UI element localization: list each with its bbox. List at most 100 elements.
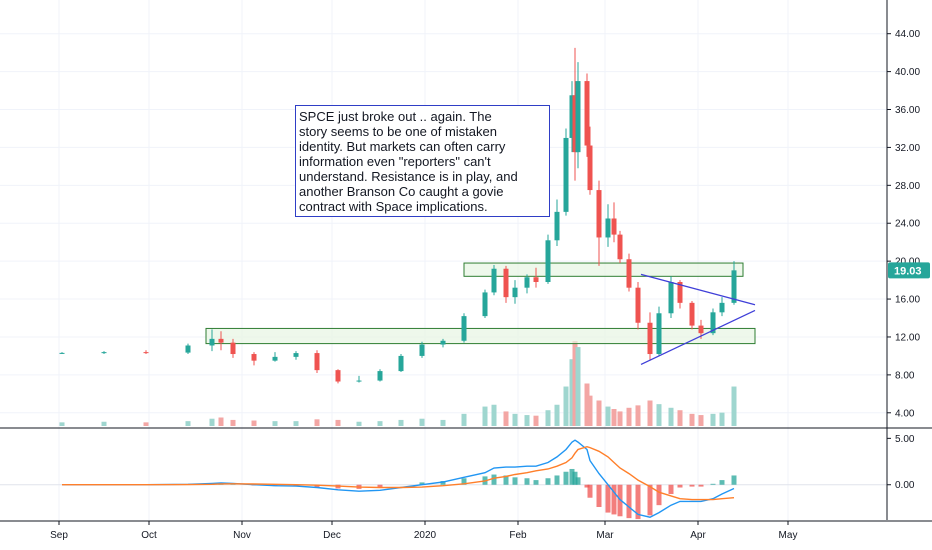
volume-bar (563, 386, 569, 426)
signal-line (62, 445, 735, 501)
macd-histogram-bar (512, 477, 518, 485)
candle-body (569, 95, 575, 138)
macd-histogram-bar (314, 484, 320, 488)
macd-histogram-bar (710, 483, 716, 485)
candle-body (587, 145, 593, 191)
volume-bar (335, 419, 341, 426)
last-price-label: 19.03 (894, 265, 922, 277)
macd-histogram-bar (563, 471, 569, 485)
y-tick-label: 12.00 (895, 332, 920, 343)
volume-bar (482, 406, 488, 426)
macd-histogram-bar (554, 475, 560, 485)
volume-bar (587, 395, 593, 426)
macd-histogram-bar (524, 478, 530, 485)
candle-body (482, 292, 488, 317)
volume-bar (677, 410, 683, 426)
last-price-badge (888, 262, 930, 279)
macd-histogram-bar (419, 482, 425, 485)
x-tick-label: Apr (690, 530, 706, 541)
note-line: information even "reporters" can't (299, 154, 491, 169)
volume-bar (377, 421, 383, 426)
volume-bar (524, 415, 530, 426)
note-line: SPCE just broke out .. again. The (299, 109, 492, 124)
candle-body (101, 352, 107, 354)
candle-body (710, 312, 716, 334)
candle-body (611, 218, 617, 235)
macd-histogram-bar (647, 484, 653, 516)
note-line: story seems to be one of mistaken (299, 124, 497, 139)
volume-bar (218, 417, 224, 426)
macd-histogram-bar (503, 475, 509, 485)
trendline (640, 309, 756, 366)
grid (0, 0, 887, 520)
volume-bars (59, 341, 737, 426)
macd-histogram-bar (719, 480, 725, 485)
note-line: another Branson Co caught a govie (299, 184, 504, 199)
volume-bar (314, 419, 320, 426)
candle-body (605, 218, 611, 238)
candle-body (419, 344, 425, 356)
volume-bar (605, 406, 611, 426)
candle-body (584, 81, 590, 146)
volume-bar (293, 421, 299, 426)
candle-body (635, 287, 641, 323)
candle-body (677, 281, 683, 303)
candle-body (719, 302, 725, 313)
macd-histogram-bar (572, 471, 578, 485)
volume-bar (101, 421, 107, 426)
y-tick-label: 28.00 (895, 181, 920, 192)
volume-bar (251, 420, 257, 426)
volume-bar (554, 404, 560, 426)
x-tick-label: Mar (596, 530, 614, 541)
candle-body (230, 342, 236, 355)
volume-bar (356, 421, 362, 426)
volume-bar (503, 411, 509, 426)
macd-histogram-bar (611, 484, 617, 515)
volume-bar (617, 411, 623, 426)
macd-histogram-bar (689, 484, 695, 487)
candle-body (398, 355, 404, 372)
volume-bar (185, 421, 191, 426)
volume-bar (710, 413, 716, 426)
candle-body (512, 287, 518, 298)
y-tick-label: 4.00 (895, 408, 915, 419)
volume-bar (272, 421, 278, 426)
volume-bar (398, 419, 404, 426)
y-tick-label: 16.00 (895, 295, 920, 306)
volume-bar (626, 407, 632, 426)
volume-bar (611, 409, 617, 426)
x-tick-label: 2020 (414, 530, 437, 541)
candle-body (59, 352, 65, 354)
zone-box (205, 327, 756, 345)
macd-histogram-bar (440, 481, 446, 485)
candle-body (272, 356, 278, 361)
volume-bar (572, 341, 578, 426)
macd-histogram-bar (569, 468, 575, 485)
candle-body (647, 322, 653, 355)
y-tick-label: 24.00 (895, 219, 920, 230)
x-tick-label: Sep (50, 530, 68, 541)
candle-body (356, 380, 362, 382)
candle-body (533, 277, 539, 282)
volume-bar (419, 418, 425, 426)
volume-bar (635, 405, 641, 426)
x-tick-label: Nov (233, 530, 251, 541)
macd-histogram-bar (491, 474, 497, 485)
support-resistance-zones (205, 262, 756, 345)
candle-body (461, 316, 467, 341)
volume-bar (230, 419, 236, 426)
x-tick-label: Feb (509, 530, 527, 541)
candle-body (293, 353, 299, 357)
macd-histogram-bar (545, 478, 551, 485)
y-tick-label: 44.00 (895, 29, 920, 40)
trendlines (640, 273, 756, 366)
macd-tick-label: 5.00 (895, 434, 915, 445)
macd-histogram-bar (617, 484, 623, 517)
volume-bar (533, 415, 539, 426)
candle-body (698, 325, 704, 334)
x-tick-label: May (779, 530, 798, 541)
volume-bar (209, 418, 215, 426)
candles (59, 47, 737, 384)
volume-bar (143, 422, 149, 426)
volume-bar (512, 413, 518, 426)
